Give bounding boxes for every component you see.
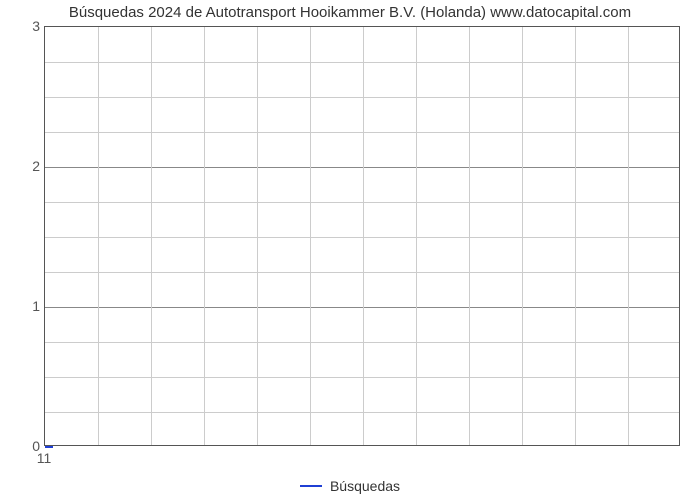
gridline-vertical <box>469 27 470 445</box>
plot-area <box>44 26 680 446</box>
legend: Búsquedas <box>0 478 700 494</box>
gridline-vertical <box>151 27 152 445</box>
gridline-horizontal-minor <box>45 377 679 378</box>
y-tick-label: 3 <box>0 18 40 34</box>
gridline-vertical <box>363 27 364 445</box>
gridline-vertical <box>257 27 258 445</box>
gridline-horizontal-major <box>45 167 679 168</box>
gridline-vertical <box>628 27 629 445</box>
x-tick-label: 11 <box>37 450 52 466</box>
data-series-line <box>45 446 53 448</box>
y-tick-label: 0 <box>0 438 40 454</box>
gridline-vertical <box>204 27 205 445</box>
legend-label: Búsquedas <box>330 478 400 494</box>
gridline-vertical <box>575 27 576 445</box>
gridline-horizontal-minor <box>45 97 679 98</box>
gridline-horizontal-minor <box>45 62 679 63</box>
chart-title: Búsquedas 2024 de Autotransport Hooikamm… <box>0 4 700 21</box>
y-tick-label: 2 <box>0 158 40 174</box>
gridline-horizontal-major <box>45 307 679 308</box>
gridline-horizontal-minor <box>45 237 679 238</box>
gridline-horizontal-minor <box>45 272 679 273</box>
gridline-horizontal-minor <box>45 132 679 133</box>
gridline-vertical <box>98 27 99 445</box>
chart-container: Búsquedas 2024 de Autotransport Hooikamm… <box>0 0 700 500</box>
gridline-vertical <box>522 27 523 445</box>
gridline-horizontal-minor <box>45 202 679 203</box>
gridline-vertical <box>416 27 417 445</box>
legend-swatch <box>300 485 322 487</box>
gridline-horizontal-minor <box>45 342 679 343</box>
gridline-vertical <box>310 27 311 445</box>
y-tick-label: 1 <box>0 298 40 314</box>
gridline-horizontal-minor <box>45 412 679 413</box>
